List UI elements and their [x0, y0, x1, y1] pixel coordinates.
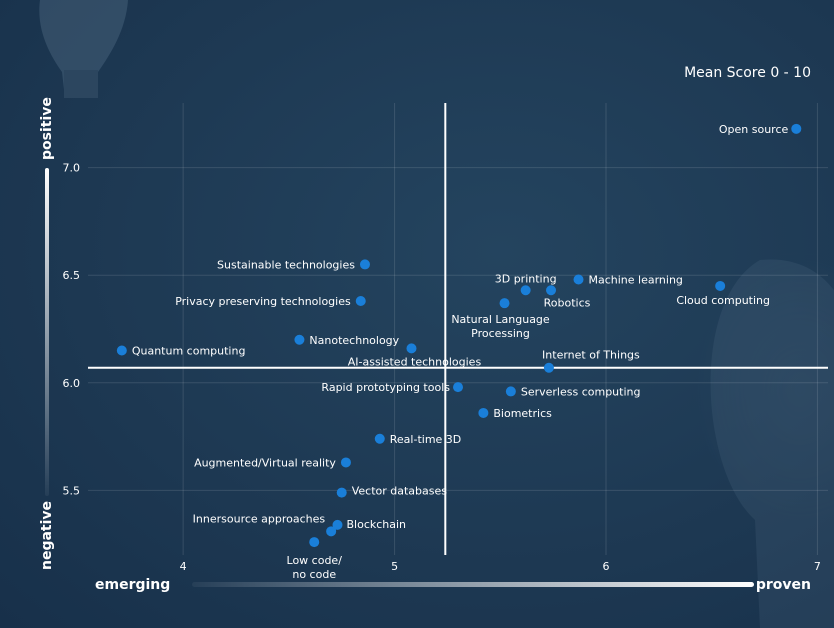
y-axis-gradient-bar — [45, 168, 49, 496]
data-point-label: Biometrics — [493, 407, 552, 420]
data-point-label: Blockchain — [346, 518, 406, 531]
data-point — [478, 407, 489, 418]
data-point — [359, 259, 370, 270]
data-point-label: Augmented/Virtual reality — [194, 456, 336, 469]
y-tick-label: 6.0 — [63, 377, 81, 390]
x-axis-label-left: emerging — [95, 577, 170, 593]
data-point-label: Rapid prototyping tools — [321, 381, 450, 394]
x-tick-label: 7 — [814, 560, 821, 573]
data-point — [294, 334, 305, 345]
data-point — [116, 345, 127, 356]
data-point — [336, 487, 347, 498]
data-point — [332, 519, 343, 530]
x-axis-gradient-bar — [192, 582, 754, 587]
x-tick-label: 4 — [180, 560, 187, 573]
data-point — [543, 362, 554, 373]
data-point — [340, 457, 351, 468]
data-points: Open source Sustainable technologies Machi… — [116, 123, 802, 581]
data-point — [326, 526, 337, 537]
data-point-label: Nanotechnology — [309, 334, 399, 347]
data-point-label: Natural Language Processing — [451, 313, 550, 340]
data-point — [406, 343, 417, 354]
y-axis-label-top: positive — [39, 97, 55, 160]
data-point-label: Privacy preserving technologies — [175, 295, 351, 308]
y-tick-label: 5.5 — [63, 484, 81, 497]
data-point-label: Sustainable technologies — [217, 258, 355, 271]
data-point — [573, 274, 584, 285]
data-point-label: Quantum computing — [132, 345, 246, 358]
lightbulb-decoration-right — [690, 250, 834, 628]
data-point — [374, 433, 385, 444]
data-point — [520, 285, 531, 296]
data-point-label: Vector databases — [352, 485, 448, 498]
data-point-label: Robotics — [544, 296, 591, 309]
data-point — [309, 537, 320, 548]
data-point-label: Innersource approaches — [193, 512, 326, 525]
axis-ticks: 4 5 6 7 5.5 6.0 6.5 7.0 — [63, 162, 821, 573]
data-point — [505, 386, 516, 397]
x-tick-label: 6 — [603, 560, 610, 573]
quadrant-dividers — [88, 103, 828, 555]
x-tick-label: 5 — [391, 560, 398, 573]
x-axis-label-right: proven — [756, 577, 811, 593]
data-point — [453, 382, 463, 393]
data-point-label: Low code/no code — [287, 554, 343, 581]
y-tick-label: 7.0 — [63, 162, 81, 175]
data-point-label: Real-time 3D — [390, 433, 462, 446]
y-axis-label-bottom: negative — [39, 501, 55, 570]
chart-title: Mean Score 0 - 10 — [684, 65, 811, 81]
data-point-label: Cloud computing — [676, 294, 770, 307]
lightbulb-decoration-top — [39, 0, 128, 98]
data-point — [546, 285, 557, 296]
data-point — [355, 296, 366, 307]
data-point — [499, 298, 510, 309]
y-tick-label: 6.5 — [63, 269, 81, 282]
data-point-label: AI-assisted technologies — [348, 355, 482, 368]
data-point-label: Machine learning — [589, 273, 683, 286]
data-point-label: Open source — [719, 123, 789, 136]
data-point-label: 3D printing — [495, 272, 557, 285]
data-point — [715, 280, 726, 291]
data-point-label: Serverless computing — [521, 385, 641, 398]
data-point-label: Internet of Things — [542, 349, 640, 362]
data-point — [791, 123, 802, 134]
